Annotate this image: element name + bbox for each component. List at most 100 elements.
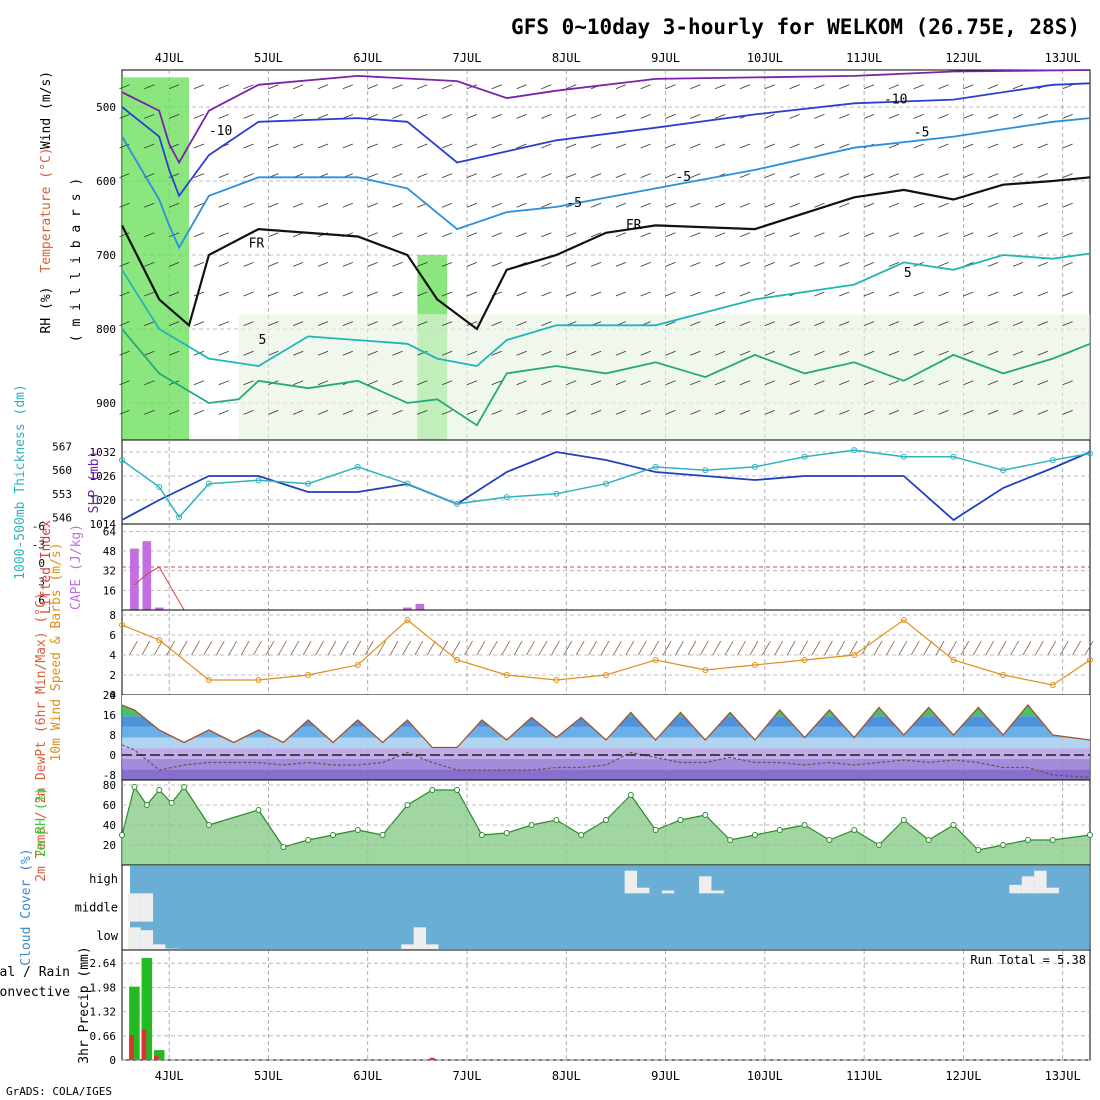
wind-barb-10m (1035, 640, 1044, 656)
wind-barb-10m (538, 640, 548, 656)
wind-barb (988, 291, 999, 297)
top-date-label: 11JUL (846, 51, 882, 65)
rh-point (131, 784, 138, 790)
wind-barb (243, 321, 254, 326)
wind-barb (466, 380, 478, 386)
wind-barb-10m (910, 640, 920, 656)
rh-point (851, 827, 858, 833)
wind-barb (764, 410, 775, 415)
wind-barb (317, 410, 329, 415)
wind-barb (541, 114, 552, 119)
wind-barb (1037, 380, 1048, 386)
wind-barb (764, 350, 775, 356)
precip-convective-bar (153, 1055, 159, 1060)
wind-barb (714, 262, 726, 267)
wind-barb (963, 173, 974, 178)
rh2m-axis-label: 2m RH (%) (34, 787, 49, 857)
wind-speed-point (1049, 682, 1056, 688)
wind-barb (342, 321, 353, 326)
wind-barb (690, 321, 701, 326)
thickness-point (751, 463, 758, 470)
wind-barb (243, 262, 254, 267)
wind-barb (913, 321, 924, 326)
wind-barb (144, 202, 155, 208)
wind-barb (1012, 173, 1024, 178)
wind-speed-point (503, 672, 510, 678)
panel-precip: 0 0.66 1.32 1.98 2.64 Run Total = 5.38 Total /… (0, 946, 1091, 1067)
wind-barb (268, 84, 279, 90)
precip-convective-bar (129, 1035, 134, 1060)
wind-barb (218, 114, 229, 119)
wind-barb (193, 321, 205, 326)
wind-barb (243, 173, 254, 178)
rh-point (503, 830, 510, 836)
precip-tick: 0 (109, 1054, 116, 1067)
lifted-index-tick: -3 (32, 539, 45, 552)
pressure-tick: 800 (96, 323, 116, 336)
wind-barb (342, 143, 353, 149)
rh-point (454, 787, 461, 793)
wind-barb-10m (960, 640, 970, 656)
wind-barb-10m (191, 640, 200, 656)
precip-total-bar (141, 958, 153, 1060)
wind-barb (144, 410, 155, 415)
wind-barb (963, 291, 974, 297)
wind-barb (367, 202, 378, 208)
wind-barb (119, 232, 130, 238)
wind-barb (193, 262, 205, 267)
rh-point (925, 837, 932, 843)
wind-barb (491, 350, 502, 356)
wind-speed-point (900, 617, 907, 623)
wind-barb (566, 84, 577, 90)
panel-frame (121, 949, 1091, 1061)
rh-tick: 40 (103, 819, 116, 832)
wind-barb (417, 143, 428, 149)
wind-barb (516, 84, 527, 90)
thickness-point (702, 467, 709, 474)
temperature-axis-label: Temperature (°C) (39, 147, 54, 272)
wind-barb (938, 84, 949, 90)
cape-axis-label: CAPE (J/kg) (69, 524, 84, 610)
rh-tick: 20 (103, 839, 116, 852)
wind-speed-point (851, 652, 858, 658)
wind-barb (913, 350, 924, 356)
precip-total-bar (153, 1050, 165, 1060)
wind-barb (1012, 84, 1024, 90)
wind-barb (491, 84, 502, 90)
wind-barb (268, 114, 279, 119)
wind-barb (963, 202, 974, 208)
wind-barb (367, 84, 378, 90)
thickness-point (801, 453, 808, 460)
rh-point (305, 837, 312, 843)
dewpoint-line (121, 744, 1091, 779)
wind-barb (739, 410, 751, 415)
temp-mask (122, 695, 1090, 748)
wind-barb (516, 410, 527, 415)
wind-barb (863, 321, 875, 326)
wind-barb (938, 173, 949, 178)
wind-barb (1012, 321, 1024, 326)
wind-barb (144, 232, 155, 238)
wind-speed-point (205, 677, 212, 683)
wind-barb (690, 202, 701, 208)
wind-barb (491, 114, 502, 119)
contour-label: -5 (675, 170, 691, 185)
wind-barb (119, 262, 130, 267)
wind-barb (193, 84, 205, 90)
bottom-date-label: 11JUL (846, 1069, 882, 1083)
wind-barb (913, 202, 924, 208)
wind-barb (417, 114, 428, 119)
bottom-date-label: 8JUL (552, 1069, 581, 1083)
wind-barb (466, 232, 478, 238)
wind-barb (168, 321, 180, 326)
run-total-label: Run Total = 5.38 (970, 953, 1086, 967)
panel-upper_air: 500 600 700 800 900 -10 -10 -5 -5 -5 5 5 FR FR Wind (m… (39, 69, 1091, 441)
wind-barb (317, 262, 329, 267)
wind-barb-10m (364, 640, 374, 656)
wind-barb (367, 321, 378, 326)
wind-axis-label: Wind (m/s) (39, 71, 54, 149)
wind-barb (144, 84, 155, 90)
bottom-date-label: 6JUL (353, 1069, 382, 1083)
thickness-point (1087, 450, 1093, 457)
